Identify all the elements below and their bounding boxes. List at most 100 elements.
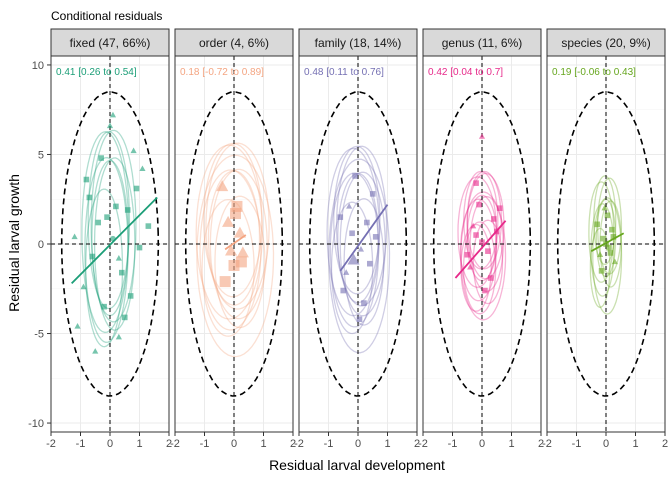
data-point	[476, 201, 482, 208]
x-tick-label: 1	[260, 438, 266, 450]
group-ellipse	[472, 219, 504, 305]
regression-line	[71, 196, 158, 285]
group-ellipse	[588, 181, 615, 283]
facet-strip	[546, 28, 666, 57]
x-axis-panel-4: -2 -1 0 1 2	[418, 432, 544, 450]
data-point	[367, 260, 373, 267]
data-point	[133, 185, 140, 192]
group-ellipse	[460, 198, 497, 302]
data-point	[488, 275, 494, 281]
facet-panel-3: 0.48 [0.11 to 0.76] family (18, 14%)	[298, 28, 418, 433]
x-axis-panel-1: -2 -1 0 1 2	[46, 432, 172, 450]
correlation-annotation: 0.19 [-0.06 to 0.43]	[552, 67, 636, 78]
data-point	[115, 333, 122, 340]
group-ellipse	[195, 144, 263, 320]
group-ellipse	[460, 223, 492, 312]
facet-strip-label: genus (11, 6%)	[442, 36, 523, 50]
facet-strip	[50, 28, 170, 57]
data-point	[98, 155, 104, 161]
data-point	[340, 287, 347, 294]
group-ellipse	[595, 198, 617, 278]
x-axis-panel-3: -2 -1 0 1 2	[294, 432, 420, 450]
data-point	[347, 253, 360, 265]
x-tick-label: 0	[479, 438, 485, 450]
overall-ellipse	[556, 91, 656, 397]
data-point	[124, 207, 131, 213]
panel-plot-area	[547, 56, 665, 432]
group-ellipse	[462, 221, 497, 315]
data-point	[594, 221, 600, 228]
x-tick-label: -2	[46, 438, 56, 450]
data-point	[361, 300, 367, 306]
facet-strip	[174, 28, 294, 57]
panel-plot-area	[299, 56, 417, 432]
data-point	[121, 314, 128, 321]
data-point	[606, 244, 612, 251]
data-point	[106, 122, 114, 129]
data-point	[464, 251, 471, 258]
group-ellipse	[329, 172, 380, 328]
group-ellipse	[91, 159, 129, 317]
x-tick-label: 2	[166, 438, 172, 450]
regression-line	[224, 234, 247, 251]
facet-strip	[422, 28, 542, 57]
data-point	[86, 194, 93, 201]
facet-panel-5: 0.19 [-0.06 to 0.43] species (20, 9%)	[546, 28, 666, 433]
data-point	[83, 176, 90, 183]
group-ellipse	[81, 131, 130, 334]
data-point	[473, 232, 479, 238]
facet-panel-1: 0.41 [0.26 to 0.54] fixed (47, 66%)	[50, 28, 170, 433]
correlation-annotation: 0.48 [0.11 to 0.76]	[304, 67, 384, 78]
data-point	[610, 234, 617, 240]
x-tick-label: 2	[290, 438, 296, 450]
x-tick-label: -2	[170, 438, 180, 450]
group-ellipse	[339, 171, 386, 317]
data-point	[604, 212, 611, 219]
y-axis: -10 -5 0 5 10	[28, 60, 51, 430]
panel-plot-area	[175, 56, 293, 432]
group-ellipse	[209, 168, 268, 320]
y-axis-label: Residual larval growth	[6, 174, 22, 312]
data-point	[364, 219, 370, 226]
group-ellipse	[87, 131, 131, 310]
data-point	[346, 203, 353, 209]
data-point	[71, 233, 78, 240]
data-point	[236, 246, 249, 258]
data-point	[104, 214, 110, 220]
regression-line	[454, 220, 507, 279]
data-point	[597, 251, 604, 257]
data-point	[482, 287, 488, 294]
data-point	[145, 223, 152, 229]
data-point	[80, 283, 87, 290]
data-point	[491, 216, 497, 222]
data-point	[356, 316, 363, 322]
x-tick-label: -1	[200, 438, 210, 450]
group-ellipse	[592, 197, 623, 315]
data-point	[222, 215, 235, 227]
data-point	[95, 219, 101, 226]
facet-strip-label: species (20, 9%)	[561, 36, 650, 50]
data-point	[127, 293, 134, 299]
group-ellipse	[463, 170, 499, 270]
data-point	[225, 244, 238, 256]
x-tick-label: 2	[414, 438, 420, 450]
data-point	[601, 204, 608, 211]
data-point	[337, 214, 344, 220]
data-point	[349, 230, 355, 237]
correlation-annotation: 0.42 [0.04 to 0.7]	[428, 67, 503, 78]
x-tick-label: 1	[136, 438, 142, 450]
panel-plot-area	[423, 56, 541, 432]
overall-ellipse	[308, 91, 408, 397]
regression-line	[590, 232, 625, 252]
y-tick-label: -5	[34, 329, 44, 341]
x-tick-label: 2	[538, 438, 544, 450]
data-point	[219, 276, 231, 288]
x-tick-label: -2	[294, 438, 304, 450]
data-point	[478, 133, 486, 139]
group-ellipse	[466, 194, 498, 282]
data-point	[235, 256, 247, 268]
x-axes: -2 -1 0 1 2-2 -1 0 1 2-2 -1 0 1 2-2 -1 0 1 2-2 -1 0 1 2	[46, 432, 668, 450]
overall-ellipse	[432, 91, 532, 397]
data-point	[467, 263, 474, 270]
x-tick-label: 0	[231, 438, 237, 450]
